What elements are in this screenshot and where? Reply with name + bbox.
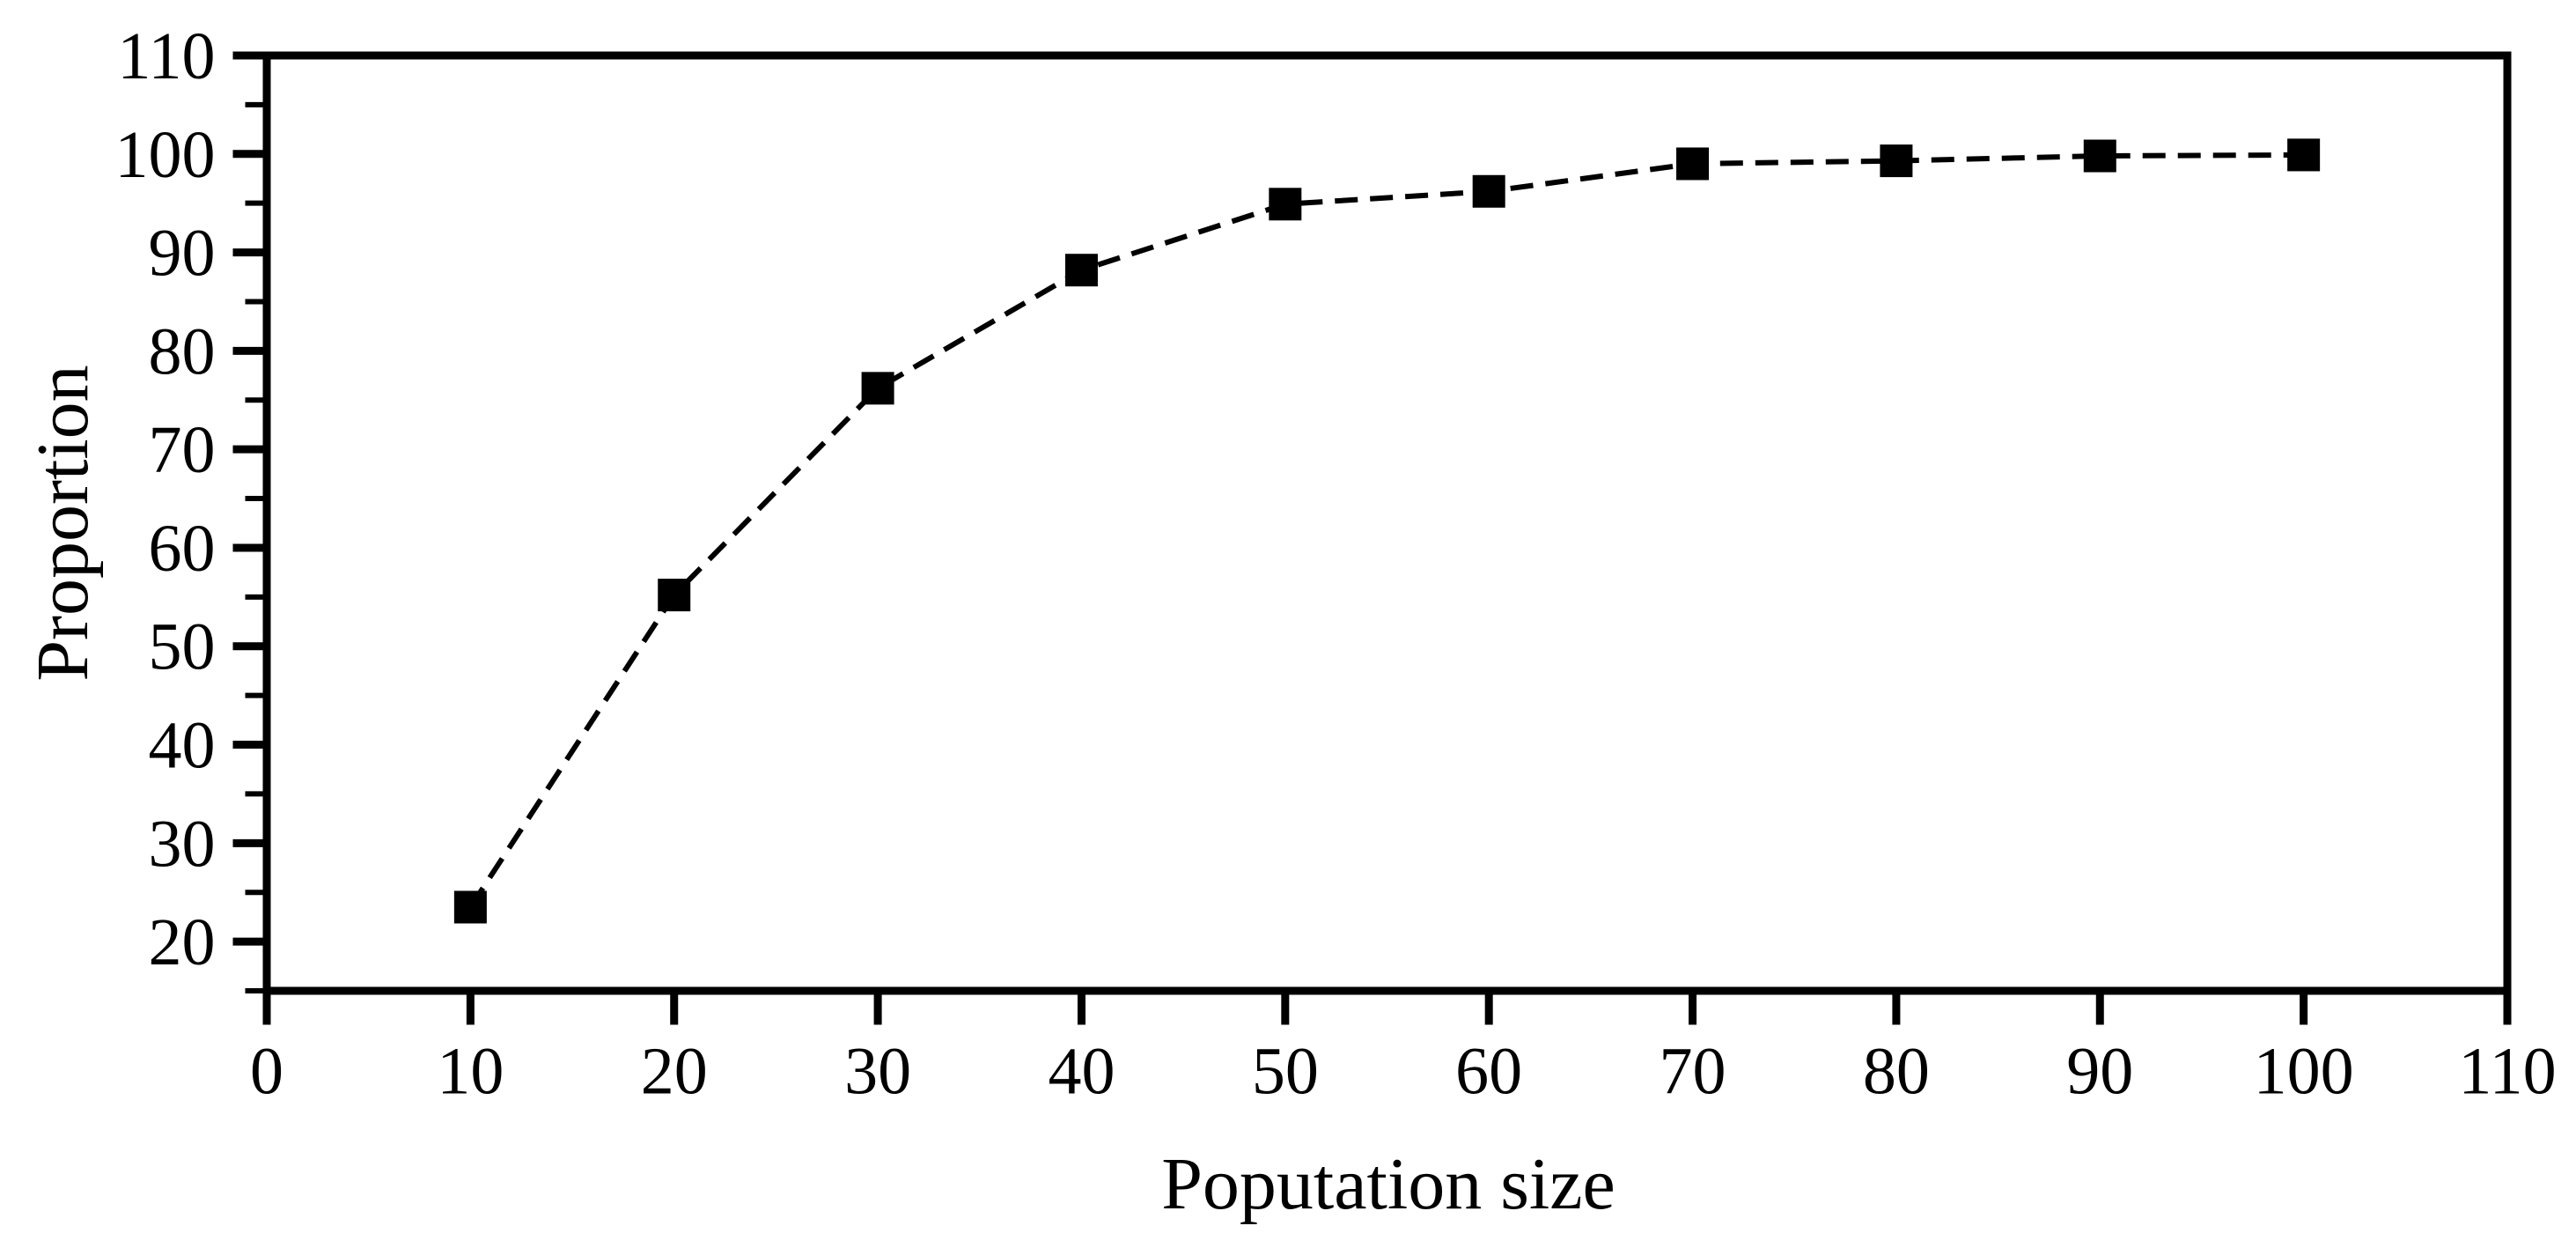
x-tick-label: 110 — [2458, 1035, 2556, 1109]
y-tick-label: 100 — [115, 118, 216, 192]
x-tick-label: 100 — [2254, 1035, 2354, 1109]
data-point-marker — [453, 890, 487, 924]
x-tick-label: 90 — [2066, 1035, 2133, 1109]
y-tick-label: 50 — [149, 610, 216, 684]
x-tick-label: 70 — [1660, 1035, 1726, 1109]
data-point-marker — [1472, 174, 1505, 208]
y-tick-label: 60 — [149, 512, 216, 586]
data-point-marker — [658, 579, 691, 612]
data-point-marker — [861, 372, 894, 405]
series-line — [467, 151, 2304, 909]
x-tick-label: 20 — [641, 1035, 708, 1109]
x-tick-label: 10 — [437, 1035, 504, 1109]
x-tick-label: 40 — [1048, 1035, 1115, 1109]
y-tick-label: 30 — [149, 807, 216, 881]
x-tick-label: 80 — [1863, 1035, 1930, 1109]
x-tick-label: 50 — [1252, 1035, 1319, 1109]
y-tick-label: 70 — [149, 413, 216, 487]
data-point-marker — [1064, 254, 1098, 287]
x-tick-label: 60 — [1455, 1035, 1522, 1109]
x-tick-label: 0 — [250, 1035, 283, 1109]
data-point-marker — [1880, 144, 1913, 178]
y-tick-label: 90 — [149, 217, 216, 291]
y-tick-label: 40 — [149, 709, 216, 783]
x-axis-title: Poputation size — [1161, 1143, 1616, 1225]
y-tick-label: 80 — [149, 314, 216, 388]
data-point-marker — [1676, 147, 1710, 181]
y-tick-label: 20 — [149, 905, 216, 979]
y-tick-label: 110 — [117, 19, 215, 93]
data-point-marker — [1269, 188, 1302, 221]
data-point-marker — [2083, 139, 2116, 173]
x-tick-label: 30 — [844, 1035, 911, 1109]
plot-frame — [262, 51, 2512, 995]
y-axis-title: Proportion — [22, 365, 104, 682]
data-point-marker — [2287, 138, 2321, 172]
